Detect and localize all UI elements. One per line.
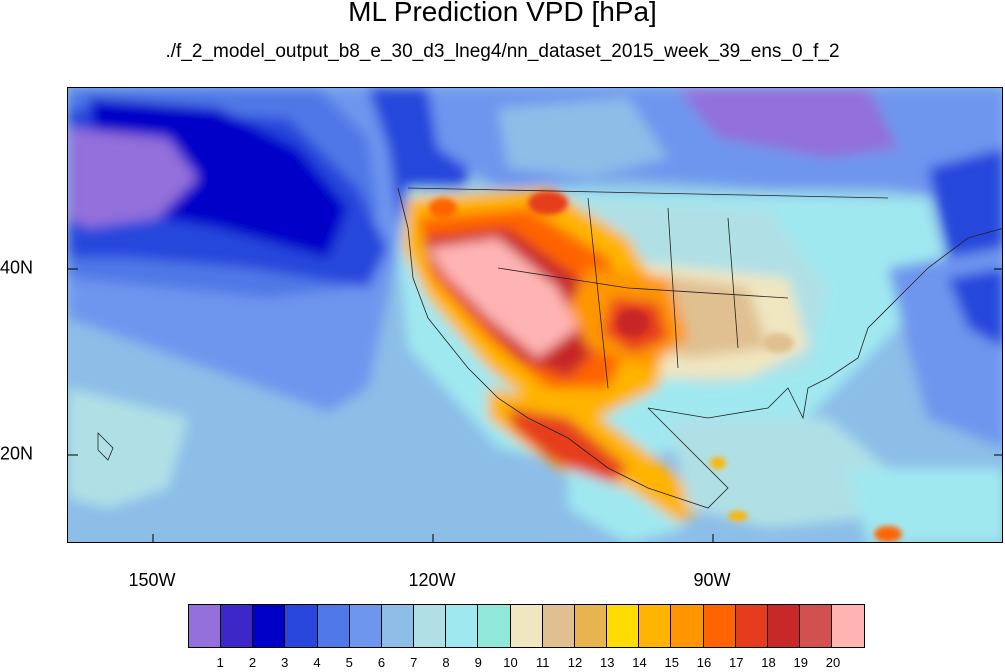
colorbar-label: 13 [600,655,615,670]
colorbar-label: 7 [410,655,418,670]
colorbar-swatch [253,605,286,647]
colorbar-label: 16 [696,655,712,670]
chart-subtitle: ./f_2_model_output_b8_e_30_d3_lneg4/nn_d… [165,41,840,62]
colorbar-swatch [607,605,640,647]
colorbar-swatch [446,605,479,647]
colorbar-swatch [639,605,672,647]
colorbar-swatch [478,605,511,647]
colorbar-swatch [189,605,222,647]
colorbar-swatch [799,605,833,647]
colorbar-label: 2 [248,655,257,670]
colorbar-swatch [221,605,254,647]
colorbar-label: 12 [567,655,583,670]
colorbar-label: 15 [664,655,679,670]
lon-label-120w: 120W [408,570,456,590]
colorbar-swatch [703,605,736,647]
lat-label-20n: 20N [0,443,34,464]
colorbar-swatch [285,605,318,647]
colorbar-swatch [767,605,800,647]
colorbar-label: 4 [313,655,321,670]
colorbar-swatch [832,605,865,647]
vpd-hot-patches [429,191,902,542]
colorbar-swatch [671,605,704,647]
colorbar-swatch [574,605,608,647]
lat-label-40n: 40N [0,257,34,278]
map-ticks [68,268,1002,542]
colorbar-swatch [542,605,575,647]
lon-label-90w: 90W [693,570,731,590]
colorbar-label: 19 [793,655,808,670]
colorbar-swatch [381,605,415,647]
map-panel [67,87,1003,543]
colorbar-label: 6 [377,655,386,670]
colorbar-label: 8 [442,655,450,670]
colorbar-label: 9 [474,655,482,670]
colorbar-swatch [414,605,447,647]
colorbar-label: 17 [729,655,744,670]
chart-title: ML Prediction VPD [hPa] [348,0,657,27]
colorbar-label: 5 [345,655,353,670]
colorbar-label: 10 [503,655,518,670]
colorbar-label: 3 [281,655,289,670]
colorbar-swatch [317,605,350,647]
colorbar-swatch [735,605,768,647]
colorbar-label: 11 [536,655,550,670]
colorbar-label: 18 [761,655,776,670]
colorbar-swatch [349,605,382,647]
colorbar [188,604,866,648]
coastlines [97,187,1002,509]
colorbar-label: 1 [216,655,224,670]
colorbar-label: 20 [825,655,841,670]
lon-label-150w: 150W [128,570,176,590]
colorbar-label: 14 [632,655,647,670]
vpd-field-map [68,88,1002,542]
colorbar-swatch [510,605,543,647]
